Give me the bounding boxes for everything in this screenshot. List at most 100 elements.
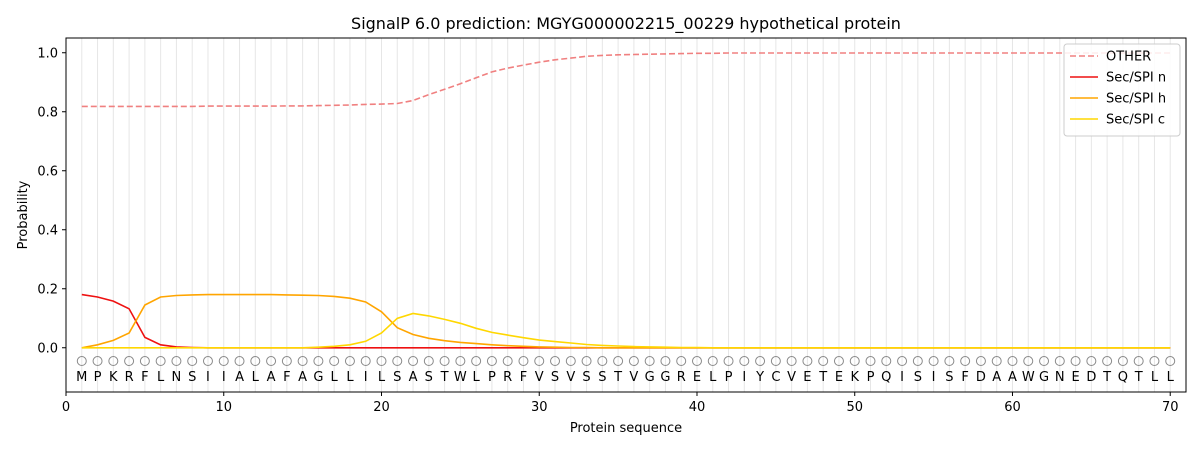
y-tick-label: 0.2 (37, 282, 58, 297)
residue-letter: G (645, 370, 655, 385)
residue-marker (376, 356, 387, 367)
residue-marker (202, 356, 213, 367)
residue-letter: L (346, 370, 354, 385)
residue-marker (755, 356, 766, 367)
residue-letter: E (693, 370, 701, 385)
residue-marker (818, 356, 829, 367)
residue-marker (281, 356, 292, 367)
residue-marker (928, 356, 939, 367)
residue-letter: P (94, 370, 102, 385)
residue-letter: A (298, 370, 307, 385)
residue-marker (1070, 356, 1081, 367)
legend-label: OTHER (1106, 50, 1151, 65)
residue-letter: E (835, 370, 843, 385)
residue-marker (92, 356, 103, 367)
y-tick-label: 0.0 (37, 341, 58, 356)
residue-letter: D (1086, 370, 1096, 385)
series-line-other (81, 52, 1171, 108)
residue-letter: I (364, 370, 368, 385)
residue-marker (297, 356, 308, 367)
x-tick-label: 50 (846, 400, 863, 415)
residue-letter: A (235, 370, 244, 385)
residue-marker (471, 356, 482, 367)
residue-marker (975, 356, 986, 367)
residue-marker (1086, 356, 1097, 367)
residue-marker (739, 356, 750, 367)
residue-marker (897, 356, 908, 367)
y-tick-label: 1.0 (37, 46, 58, 61)
residue-marker (786, 356, 797, 367)
residue-letter: T (1102, 370, 1111, 385)
residue-marker (849, 356, 860, 367)
residue-letter: A (1008, 370, 1017, 385)
x-tick-label: 10 (215, 400, 232, 415)
residue-letter: N (1055, 370, 1065, 385)
residue-marker (518, 356, 529, 367)
residue-letter: R (503, 370, 512, 385)
series-lines (81, 52, 1171, 349)
residue-letter: T (613, 370, 622, 385)
residue-marker (108, 356, 119, 367)
residue-letter: W (454, 370, 467, 385)
y-tick-label: 0.4 (37, 223, 58, 238)
residue-marker (581, 356, 592, 367)
residue-letter: S (188, 370, 196, 385)
residue-marker (550, 356, 561, 367)
residue-marker (723, 356, 734, 367)
legend-label: Sec/SPI h (1106, 92, 1166, 107)
residue-marker (139, 356, 150, 367)
residue-marker (707, 356, 718, 367)
residue-marker (660, 356, 671, 367)
residue-marker (1023, 356, 1034, 367)
residue-marker (1007, 356, 1018, 367)
residue-marker (991, 356, 1002, 367)
residue-letter: L (709, 370, 717, 385)
residue-letter: G (660, 370, 670, 385)
y-tick-label: 0.8 (37, 105, 58, 120)
residue-letter: L (378, 370, 386, 385)
x-tick-label: 40 (689, 400, 706, 415)
residue-letter: S (945, 370, 953, 385)
chart-title: SignalP 6.0 prediction: MGYG000002215_00… (351, 14, 901, 34)
residue-marker (944, 356, 955, 367)
residue-letter: P (867, 370, 875, 385)
residue-marker (691, 356, 702, 367)
residue-letter: D (976, 370, 986, 385)
x-tick-label: 70 (1162, 400, 1179, 415)
residue-marker (833, 356, 844, 367)
residue-letter: T (1134, 370, 1143, 385)
residue-letter: L (473, 370, 481, 385)
grid-lines (81, 38, 1171, 392)
x-tick-label: 60 (1004, 400, 1021, 415)
residue-marker (234, 356, 245, 367)
residue-letter: V (787, 370, 796, 385)
legend-label: Sec/SPI n (1106, 71, 1166, 86)
residue-letter: I (900, 370, 904, 385)
residue-letter: S (598, 370, 606, 385)
residue-marker (534, 356, 545, 367)
residue-letter: A (267, 370, 276, 385)
residue-letter: I (222, 370, 226, 385)
residue-letter: L (252, 370, 260, 385)
residue-letter: I (932, 370, 936, 385)
x-axis-ticks: 0 10 20 30 40 50 60 70 (62, 392, 1179, 415)
legend: OTHER Sec/SPI n Sec/SPI h Sec/SPI c (1063, 43, 1181, 137)
plot-frame (65, 37, 1187, 393)
residue-letter: T (440, 370, 449, 385)
residue-letter: P (488, 370, 496, 385)
residue-marker (1133, 356, 1144, 367)
residue-letter: V (566, 370, 575, 385)
residue-marker (1165, 356, 1176, 367)
residue-marker (266, 356, 277, 367)
x-tick-label: 20 (373, 400, 390, 415)
y-axis-ticks: 0.0 0.2 0.4 0.6 0.8 1.0 (37, 46, 66, 356)
residue-marker (329, 356, 340, 367)
residue-marker (76, 356, 87, 367)
residue-marker (644, 356, 655, 367)
residue-letter: Y (755, 370, 764, 385)
residue-marker (155, 356, 166, 367)
residue-letter: S (393, 370, 401, 385)
residue-marker (912, 356, 923, 367)
residue-marker (250, 356, 261, 367)
